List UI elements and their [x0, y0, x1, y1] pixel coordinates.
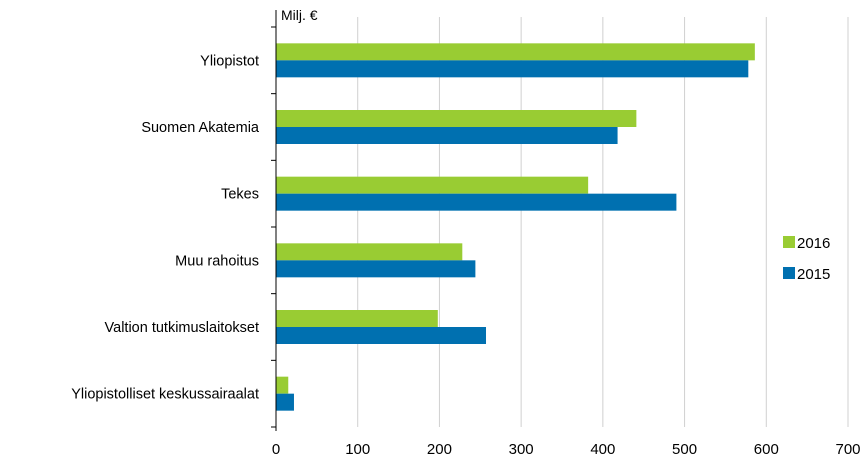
- x-tick-labels: 0 100 200 300 400 500 600 700: [272, 441, 861, 458]
- category-label: Suomen Akatemia: [141, 120, 260, 136]
- legend-label-2015: 2015: [797, 266, 830, 283]
- bar-2016: [276, 43, 755, 61]
- bar-2015: [276, 393, 294, 411]
- category-labels: Yliopistot Suomen Akatemia Tekes Muu rahoit…: [71, 53, 260, 402]
- x-tick-label: 400: [590, 441, 615, 458]
- x-tick-label: 700: [835, 441, 860, 458]
- x-tick-label: 0: [272, 441, 280, 458]
- category-label: Valtion tutkimuslaitokset: [105, 320, 259, 336]
- category-label: Yliopistolliset keskussairaalat: [71, 387, 259, 403]
- x-tick-label: 300: [509, 441, 534, 458]
- x-tick-label: 500: [672, 441, 697, 458]
- axis: [271, 10, 277, 431]
- unit-label: Milj. €: [281, 7, 318, 23]
- bar-2016: [276, 376, 289, 394]
- gridlines: [357, 17, 849, 427]
- bar-2016: [276, 176, 589, 194]
- category-label: Yliopistot: [200, 53, 259, 69]
- bar-2015: [276, 193, 677, 211]
- x-tick-label: 100: [345, 441, 370, 458]
- bar-2015: [276, 127, 618, 144]
- bar-2015: [276, 260, 476, 278]
- bar-2015: [276, 327, 487, 344]
- x-tick-label: 600: [754, 441, 779, 458]
- bar-2016: [276, 110, 637, 127]
- category-label: Muu rahoitus: [175, 253, 259, 269]
- legend-swatch-2015: [783, 267, 795, 279]
- bars: [276, 43, 755, 411]
- bar-2016: [276, 310, 438, 327]
- category-label: Tekes: [221, 187, 259, 203]
- legend-swatch-2016: [783, 236, 795, 248]
- x-tick-label: 200: [427, 441, 452, 458]
- bar-2015: [276, 60, 749, 78]
- legend-label-2016: 2016: [797, 235, 830, 252]
- legend: 2016 2015: [783, 235, 830, 283]
- bar-2016: [276, 243, 463, 261]
